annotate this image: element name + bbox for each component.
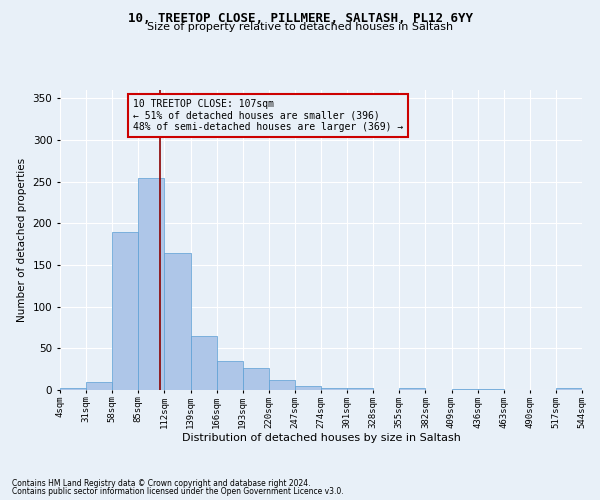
Bar xyxy=(112,232,139,390)
Bar xyxy=(86,382,112,390)
Bar xyxy=(400,388,425,390)
Bar xyxy=(191,336,217,390)
Text: Contains HM Land Registry data © Crown copyright and database right 2024.: Contains HM Land Registry data © Crown c… xyxy=(12,478,311,488)
Bar xyxy=(321,388,347,390)
Text: 10 TREETOP CLOSE: 107sqm
← 51% of detached houses are smaller (396)
48% of semi-: 10 TREETOP CLOSE: 107sqm ← 51% of detach… xyxy=(133,99,403,132)
Bar xyxy=(556,388,582,390)
Bar xyxy=(452,389,478,390)
Text: Contains public sector information licensed under the Open Government Licence v3: Contains public sector information licen… xyxy=(12,487,344,496)
Bar xyxy=(217,361,242,390)
Bar xyxy=(269,380,295,390)
Bar xyxy=(295,386,321,390)
Bar xyxy=(164,252,191,390)
Bar xyxy=(347,388,373,390)
Bar xyxy=(139,178,164,390)
Bar xyxy=(242,368,269,390)
Bar xyxy=(478,389,504,390)
Text: 10, TREETOP CLOSE, PILLMERE, SALTASH, PL12 6YY: 10, TREETOP CLOSE, PILLMERE, SALTASH, PL… xyxy=(128,12,473,26)
Bar xyxy=(60,388,86,390)
X-axis label: Distribution of detached houses by size in Saltash: Distribution of detached houses by size … xyxy=(182,434,460,444)
Text: Size of property relative to detached houses in Saltash: Size of property relative to detached ho… xyxy=(147,22,453,32)
Y-axis label: Number of detached properties: Number of detached properties xyxy=(17,158,27,322)
